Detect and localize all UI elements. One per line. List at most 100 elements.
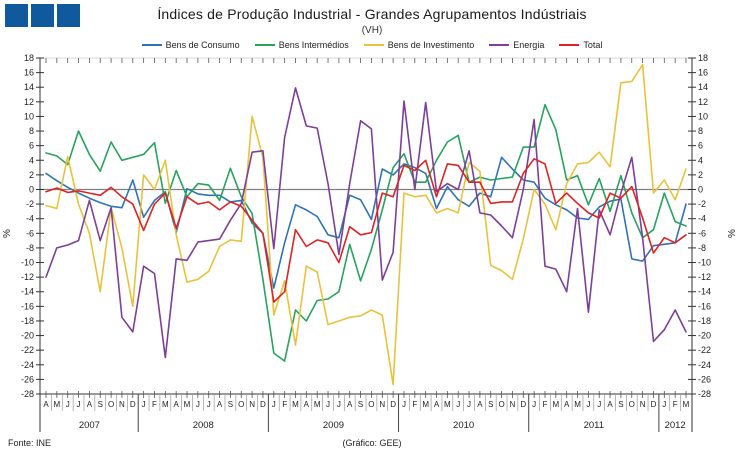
month-label: D xyxy=(390,400,396,409)
y-tick-label-right: 8 xyxy=(698,126,703,136)
month-label: J xyxy=(207,400,211,409)
series-line-total xyxy=(45,158,687,303)
y-tick-label-left: 8 xyxy=(29,126,34,136)
logo-square xyxy=(57,4,80,27)
logo xyxy=(5,4,80,27)
month-label: M xyxy=(444,400,451,409)
month-label: J xyxy=(142,400,146,409)
y-tick-label-left: 6 xyxy=(29,141,34,151)
y-tick-label-right: -4 xyxy=(698,214,706,224)
month-label: J xyxy=(532,400,536,409)
y-tick-label-right: 4 xyxy=(698,155,703,165)
y-tick-label-left: 16 xyxy=(24,68,34,78)
y-tick-label-left: -22 xyxy=(21,345,34,355)
month-label: A xyxy=(43,400,49,409)
logo-square xyxy=(5,4,28,27)
source-note: Fonte: INE xyxy=(8,438,52,448)
y-tick-label-right: 6 xyxy=(698,141,703,151)
y-tick-label-left: -16 xyxy=(21,301,34,311)
month-label: J xyxy=(66,400,70,409)
legend-swatch xyxy=(559,43,580,47)
month-label: J xyxy=(196,400,200,409)
y-tick-label-left: 12 xyxy=(24,97,34,107)
year-label: 2012 xyxy=(665,420,686,431)
series-line-bens-de-investimento xyxy=(45,63,687,386)
month-label: M xyxy=(552,400,559,409)
year-label: 2007 xyxy=(79,420,100,431)
y-tick-label-left: -14 xyxy=(21,287,34,297)
y-tick-label-right: 16 xyxy=(698,68,708,78)
month-label: D xyxy=(130,400,136,409)
logo-square xyxy=(31,4,54,27)
month-label: A xyxy=(347,400,353,409)
legend: Bens de Consumo Bens Intermédios Bens de I… xyxy=(0,40,744,50)
month-label: M xyxy=(184,400,191,409)
month-label: J xyxy=(597,400,601,409)
month-label: M xyxy=(683,400,690,409)
legend-item: Energia xyxy=(489,40,544,50)
axes xyxy=(39,57,693,432)
month-label: F xyxy=(543,400,548,409)
month-label: A xyxy=(477,400,483,409)
y-tick-label-left: -24 xyxy=(21,360,34,370)
y-tick-label-right: 0 xyxy=(698,184,703,194)
month-label: A xyxy=(173,400,179,409)
month-label: A xyxy=(564,400,570,409)
y-tick-label-right: -16 xyxy=(698,301,711,311)
y-tick-label-left: -2 xyxy=(26,199,34,209)
month-label: A xyxy=(434,400,440,409)
y-tick-label-right: -14 xyxy=(698,287,711,297)
y-tick-label-right: 12 xyxy=(698,97,708,107)
y-tick-label-left: -20 xyxy=(21,331,34,341)
month-label: J xyxy=(662,400,666,409)
y-tick-label-left: -4 xyxy=(26,214,34,224)
y-tick-label-right: -28 xyxy=(698,389,711,399)
y-axis-right: -28-26-24-22-20-18-16-14-12-10-8-6-4-202… xyxy=(688,53,738,399)
y-tick-label-right: -26 xyxy=(698,374,711,384)
month-label: M xyxy=(574,400,581,409)
month-label: D xyxy=(260,400,266,409)
legend-label: Total xyxy=(583,40,603,50)
month-label: S xyxy=(618,400,623,409)
y-tick-label-left: 14 xyxy=(24,82,34,92)
month-label: S xyxy=(228,400,233,409)
y-tick-label-right: -18 xyxy=(698,316,711,326)
month-label: A xyxy=(304,400,310,409)
month-label: N xyxy=(640,400,646,409)
y-tick-label-right: -2 xyxy=(698,199,706,209)
y-tick-label-left: -10 xyxy=(21,258,34,268)
month-label: D xyxy=(520,400,526,409)
month-label: M xyxy=(314,400,321,409)
month-label: A xyxy=(217,400,223,409)
year-label: 2011 xyxy=(584,420,604,431)
y-tick-label-left: 0 xyxy=(29,184,34,194)
y-tick-label-left: -12 xyxy=(21,272,34,282)
month-label: M xyxy=(162,400,169,409)
month-label: F xyxy=(152,400,157,409)
y-tick-label-right: -6 xyxy=(698,228,706,238)
credit-note: (Gráfico: GEE) xyxy=(342,438,402,448)
month-label: J xyxy=(586,400,590,409)
month-label: A xyxy=(607,400,613,409)
legend-swatch xyxy=(141,43,162,47)
month-label: D xyxy=(651,400,657,409)
legend-label: Bens de Investimento xyxy=(387,40,475,50)
y-tick-label-right: -24 xyxy=(698,360,711,370)
month-label: N xyxy=(119,400,125,409)
month-separators xyxy=(51,394,681,432)
legend-swatch xyxy=(254,43,275,47)
y-tick-label-left: 4 xyxy=(29,155,34,165)
month-label: N xyxy=(249,400,255,409)
y-axis-title-right: % xyxy=(727,229,738,238)
chart-title: Índices de Produção Industrial - Grandes… xyxy=(157,6,587,22)
y-tick-label-right: -20 xyxy=(698,331,711,341)
year-label: 2008 xyxy=(193,420,214,431)
month-label: M xyxy=(54,400,61,409)
month-label: F xyxy=(673,400,678,409)
month-label: O xyxy=(238,400,244,409)
year-label: 2009 xyxy=(323,420,344,431)
month-label: O xyxy=(368,400,374,409)
